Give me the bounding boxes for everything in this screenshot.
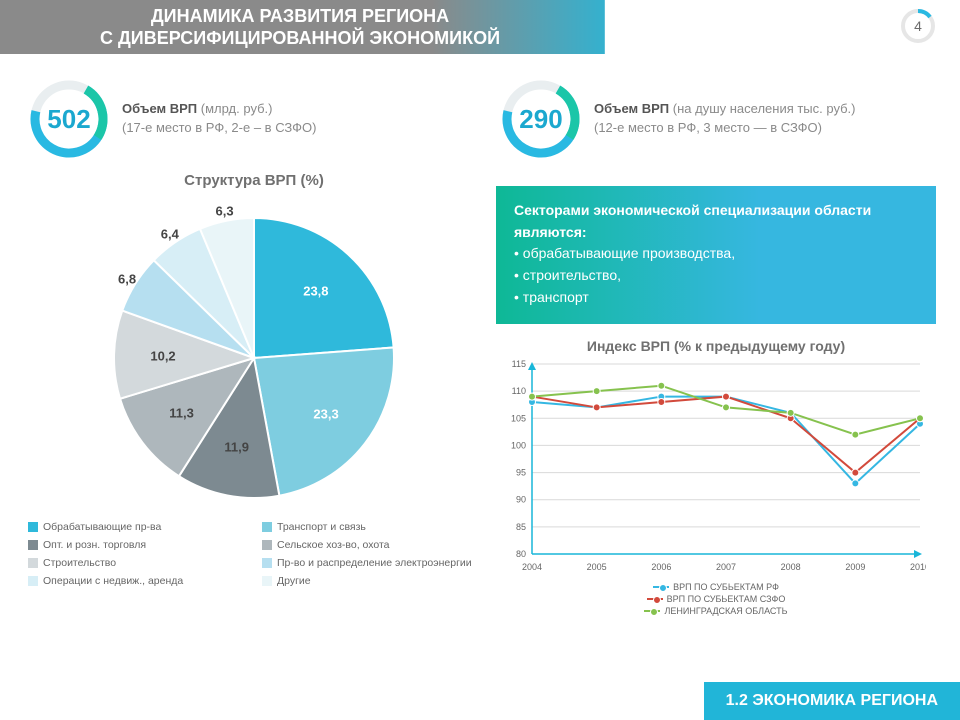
line-point <box>852 432 859 439</box>
svg-text:2010: 2010 <box>910 562 926 572</box>
legend-swatch <box>262 558 272 568</box>
line-chart-legend: ВРП ПО СУБЬЕКТАМ РФ ВРП ПО СУБЬЕКТАМ СЗФО… <box>496 582 936 616</box>
legend-swatch <box>262 576 272 586</box>
pie-chart: 23,8 23,3 11,9 11,3 10,2 6,8 6,4 6,3 <box>94 193 414 513</box>
footer: 1.2 ЭКОНОМИКА РЕГИОНА <box>704 682 960 720</box>
pie-legend-item: Операции с недвиж., аренда <box>28 575 246 587</box>
kpi-2-unit: (на душу населения тыс. руб.) <box>673 101 856 116</box>
sectors-heading: Секторами экономической специализации об… <box>514 202 871 240</box>
line-legend-item: ВРП ПО СУБЬЕКТАМ РФ <box>653 582 779 592</box>
kpi-1-text: Объем ВРП (млрд. руб.) (17-е место в РФ,… <box>122 100 316 138</box>
line-point <box>917 415 924 422</box>
pie-slice-label: 6,3 <box>215 204 233 219</box>
header-line1: ДИНАМИКА РАЗВИТИЯ РЕГИОНА <box>40 5 560 28</box>
legend-swatch <box>262 540 272 550</box>
kpi-2-value: 290 <box>500 78 582 160</box>
legend-label: ЛЕНИНГРАДСКАЯ ОБЛАСТЬ <box>664 606 787 616</box>
kpi-2-sub: (12-е место в РФ, 3 место — в СЗФО) <box>594 120 822 135</box>
kpi-2-text: Объем ВРП (на душу населения тыс. руб.) … <box>594 100 856 138</box>
pie-legend-item: Опт. и розн. торговля <box>28 539 246 551</box>
svg-text:100: 100 <box>511 441 526 451</box>
kpi-2-ring: 290 <box>500 78 582 160</box>
header-title: ДИНАМИКА РАЗВИТИЯ РЕГИОНА С ДИВЕРСИФИЦИР… <box>40 5 560 50</box>
svg-text:2008: 2008 <box>781 562 801 572</box>
legend-label: Сельское хоз-во, охота <box>277 539 390 551</box>
pie-slice-label: 10,2 <box>150 348 175 363</box>
pie-legend-item: Другие <box>262 575 480 587</box>
svg-text:2005: 2005 <box>587 562 607 572</box>
pie-slice-label: 6,4 <box>161 227 179 242</box>
legend-label: Опт. и розн. торговля <box>43 539 146 551</box>
line-point <box>787 410 794 417</box>
kpi-1-ring: 502 <box>28 78 110 160</box>
line-legend-item: ВРП ПО СУБЬЕКТАМ СЗФО <box>647 594 786 604</box>
kpi-1-unit: (млрд. руб.) <box>201 101 273 116</box>
pie-legend-item: Пр-во и распределение электроэнергии <box>262 557 480 569</box>
line-chart-title: Индекс ВРП (% к предыдущему году) <box>496 338 936 354</box>
legend-label: Пр-во и распределение электроэнергии <box>277 557 472 569</box>
svg-text:105: 105 <box>511 414 526 424</box>
kpi-row: 502 Объем ВРП (млрд. руб.) (17-е место в… <box>0 54 960 168</box>
svg-text:90: 90 <box>516 495 526 505</box>
line-point <box>852 470 859 477</box>
legend-swatch <box>647 598 663 600</box>
legend-label: Строительство <box>43 557 116 569</box>
svg-text:2007: 2007 <box>716 562 736 572</box>
legend-label: Операции с недвиж., аренда <box>43 575 183 587</box>
svg-text:2006: 2006 <box>651 562 671 572</box>
line-point <box>529 394 536 401</box>
line-point <box>852 480 859 487</box>
svg-text:2009: 2009 <box>845 562 865 572</box>
pie-panel: Структура ВРП (%) 23,8 23,3 11,9 11,3 10,2 6,… <box>24 172 484 616</box>
kpi-2-title: Объем ВРП <box>594 101 669 116</box>
line-point <box>593 388 600 395</box>
sectors-item-2: • транспорт <box>514 287 918 309</box>
legend-label: ВРП ПО СУБЬЕКТАМ РФ <box>673 582 779 592</box>
legend-swatch <box>653 586 669 588</box>
legend-swatch <box>28 558 38 568</box>
svg-text:2004: 2004 <box>522 562 542 572</box>
pie-slice-label: 11,3 <box>169 406 194 421</box>
line-point <box>658 399 665 406</box>
sectors-box: Секторами экономической специализации об… <box>496 186 936 324</box>
line-legend-item: ЛЕНИНГРАДСКАЯ ОБЛАСТЬ <box>644 606 787 616</box>
kpi-1-value: 502 <box>28 78 110 160</box>
sectors-item-0: • обрабатывающие производства, <box>514 243 918 265</box>
line-point <box>723 404 730 411</box>
legend-label: ВРП ПО СУБЬЕКТАМ СЗФО <box>667 594 786 604</box>
legend-swatch <box>644 610 660 612</box>
line-chart: 80 85 90 95 100 105 110 115 2004 2005 2006 2007 2008… <box>496 358 926 578</box>
line-point <box>723 394 730 401</box>
svg-text:85: 85 <box>516 522 526 532</box>
pie-legend-item: Сельское хоз-во, охота <box>262 539 480 551</box>
svg-text:115: 115 <box>512 359 526 369</box>
kpi-1: 502 Объем ВРП (млрд. руб.) (17-е место в… <box>28 78 460 160</box>
kpi-1-sub: (17-е место в РФ, 2-е – в СЗФО) <box>122 120 316 135</box>
right-panel: Секторами экономической специализации об… <box>496 172 936 616</box>
legend-label: Другие <box>277 575 311 587</box>
pie-slice-label: 23,3 <box>313 406 338 421</box>
svg-text:80: 80 <box>516 549 526 559</box>
pie-title: Структура ВРП (%) <box>24 172 484 189</box>
pie-slice-label: 11,9 <box>224 440 249 455</box>
pie-legend-item: Строительство <box>28 557 246 569</box>
pie-slice-label: 6,8 <box>118 271 136 286</box>
sectors-item-1: • строительство, <box>514 265 918 287</box>
kpi-2: 290 Объем ВРП (на душу населения тыс. ру… <box>500 78 932 160</box>
pie-legend: Обрабатывающие пр-ваТранспорт и связьОпт… <box>24 513 484 587</box>
kpi-1-title: Объем ВРП <box>122 101 197 116</box>
legend-swatch <box>28 540 38 550</box>
legend-swatch <box>262 522 272 532</box>
pie-slice-label: 23,8 <box>303 284 328 299</box>
legend-swatch <box>28 522 38 532</box>
svg-text:95: 95 <box>516 468 526 478</box>
line-point <box>593 404 600 411</box>
line-point <box>658 383 665 390</box>
legend-swatch <box>28 576 38 586</box>
header: ДИНАМИКА РАЗВИТИЯ РЕГИОНА С ДИВЕРСИФИЦИР… <box>0 0 960 54</box>
svg-text:110: 110 <box>512 387 526 397</box>
page-number-badge: 4 <box>900 8 936 44</box>
header-line2: С ДИВЕРСИФИЦИРОВАННОЙ ЭКОНОМИКОЙ <box>40 27 560 50</box>
